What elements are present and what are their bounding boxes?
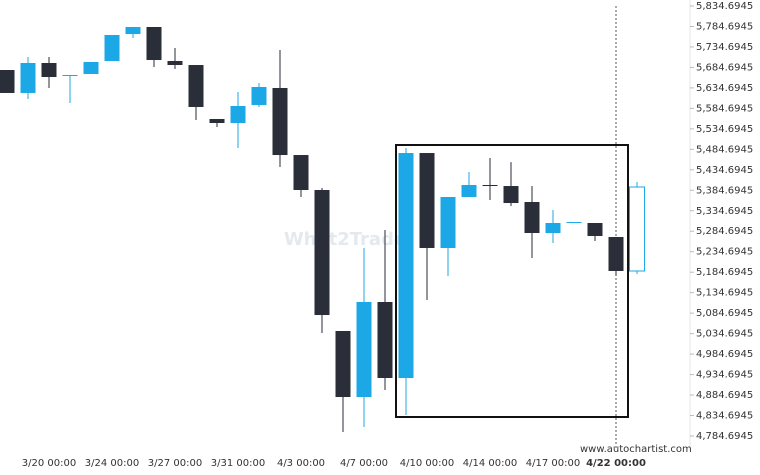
candle-body bbox=[566, 222, 582, 224]
candle-body bbox=[503, 186, 519, 204]
x-tick-label: 4/17 00:00 bbox=[526, 458, 580, 469]
candle-body bbox=[398, 153, 414, 379]
y-tick-label: 4,784.6945 bbox=[696, 431, 753, 442]
candle-body bbox=[167, 60, 183, 66]
candle-body bbox=[545, 223, 561, 233]
y-tick-label: 4,984.6945 bbox=[696, 349, 753, 360]
y-tick-label: 5,284.6945 bbox=[696, 226, 753, 237]
candle-body bbox=[251, 87, 267, 105]
candle-body bbox=[0, 70, 15, 93]
x-tick-label: 4/7 00:00 bbox=[340, 458, 388, 469]
y-tick-label: 5,734.6945 bbox=[696, 42, 753, 53]
candle-body bbox=[272, 87, 288, 156]
y-tick-label: 5,334.6945 bbox=[696, 206, 753, 217]
y-tick-label: 5,034.6945 bbox=[696, 329, 753, 340]
candle-body bbox=[440, 196, 456, 248]
watermark: What2Trade bbox=[284, 229, 406, 250]
y-tick-label: 5,534.6945 bbox=[696, 124, 753, 135]
candle-body bbox=[146, 27, 162, 61]
candle-body bbox=[461, 185, 477, 197]
y-tick-label: 4,834.6945 bbox=[696, 411, 753, 422]
x-tick-label: 4/10 00:00 bbox=[400, 458, 454, 469]
y-tick-label: 5,184.6945 bbox=[696, 267, 753, 278]
candle-body bbox=[587, 223, 603, 236]
y-tick-label: 5,584.6945 bbox=[696, 103, 753, 114]
x-tick-label: 4/14 00:00 bbox=[463, 458, 517, 469]
candle-body bbox=[335, 330, 351, 398]
y-tick-label: 5,784.6945 bbox=[696, 21, 753, 32]
candle-body bbox=[125, 27, 141, 35]
y-tick-label: 4,884.6945 bbox=[696, 390, 753, 401]
candle-body bbox=[41, 63, 57, 78]
y-tick-label: 4,934.6945 bbox=[696, 370, 753, 381]
pattern-box bbox=[395, 144, 629, 418]
candle-body bbox=[104, 34, 120, 61]
candle-body bbox=[230, 106, 246, 123]
candle-body bbox=[188, 65, 204, 107]
x-tick-label: 3/24 00:00 bbox=[85, 458, 139, 469]
y-tick-label: 5,434.6945 bbox=[696, 165, 753, 176]
candle-body bbox=[377, 302, 393, 379]
candle-body bbox=[293, 155, 309, 190]
x-label-bg bbox=[588, 456, 644, 470]
x-tick-label: 3/20 00:00 bbox=[22, 458, 76, 469]
y-tick-label: 5,234.6945 bbox=[696, 247, 753, 258]
candle-body bbox=[629, 186, 645, 272]
y-tick-label: 5,834.6945 bbox=[696, 1, 753, 12]
y-tick-label: 5,634.6945 bbox=[696, 83, 753, 94]
source-text: www.autochartist.com bbox=[580, 444, 692, 455]
candle-body bbox=[419, 153, 435, 248]
candle-body bbox=[209, 118, 225, 123]
candle-body bbox=[356, 302, 372, 398]
x-tick-label: 3/27 00:00 bbox=[148, 458, 202, 469]
candle-body bbox=[482, 185, 498, 187]
y-tick-label: 5,084.6945 bbox=[696, 308, 753, 319]
x-tick-label: 3/31 00:00 bbox=[211, 458, 265, 469]
y-tick-label: 5,484.6945 bbox=[696, 144, 753, 155]
candle-body bbox=[62, 75, 78, 77]
x-tick-label: 4/3 00:00 bbox=[277, 458, 325, 469]
candle-body bbox=[20, 63, 36, 93]
y-tick-label: 5,134.6945 bbox=[696, 288, 753, 299]
candle-body bbox=[83, 61, 99, 74]
x-tick-label: 4/22 00:00 bbox=[586, 458, 646, 469]
y-tick-label: 5,384.6945 bbox=[696, 185, 753, 196]
y-tick-label: 5,684.6945 bbox=[696, 62, 753, 73]
candle-body bbox=[524, 201, 540, 233]
candle-body bbox=[314, 189, 330, 316]
candle-body bbox=[608, 237, 624, 272]
